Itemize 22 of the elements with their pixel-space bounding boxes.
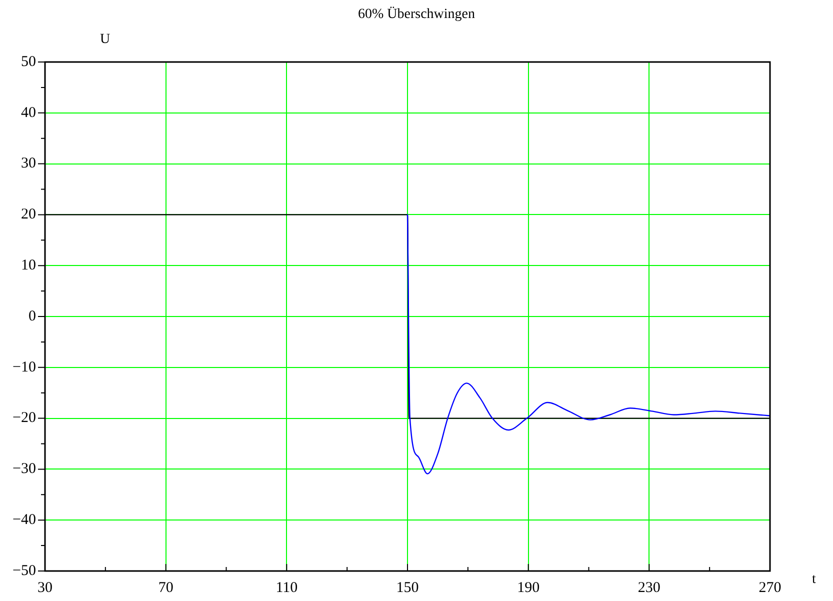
y-tick-label: −30 — [12, 461, 36, 478]
y-tick-label: 0 — [28, 308, 36, 324]
x-tick-label: 110 — [276, 580, 298, 596]
line-series — [406, 214, 770, 474]
x-tick-label: 190 — [517, 580, 540, 596]
y-tick-label: 30 — [21, 156, 36, 172]
x-axis-title: t — [812, 572, 816, 588]
y-tick-label: 40 — [21, 104, 36, 121]
y-tick-label: −20 — [12, 410, 36, 426]
x-tick-label: 270 — [758, 580, 782, 596]
y-tick-label: −10 — [12, 359, 36, 376]
y-tick-label: 50 — [21, 54, 36, 70]
y-tick-label: −40 — [12, 512, 36, 528]
chart-title: 60% Überschwingen — [356, 7, 476, 23]
y-tick-label: 20 — [21, 206, 36, 223]
x-tick-label: 230 — [638, 580, 660, 596]
y-tick-label: −50 — [12, 562, 36, 579]
y-axis-title: U — [100, 32, 110, 48]
x-tick-label: 30 — [38, 580, 52, 596]
x-tick-label: 150 — [396, 580, 419, 596]
y-tick-label: 10 — [21, 258, 36, 274]
x-tick-label: 70 — [158, 580, 174, 596]
